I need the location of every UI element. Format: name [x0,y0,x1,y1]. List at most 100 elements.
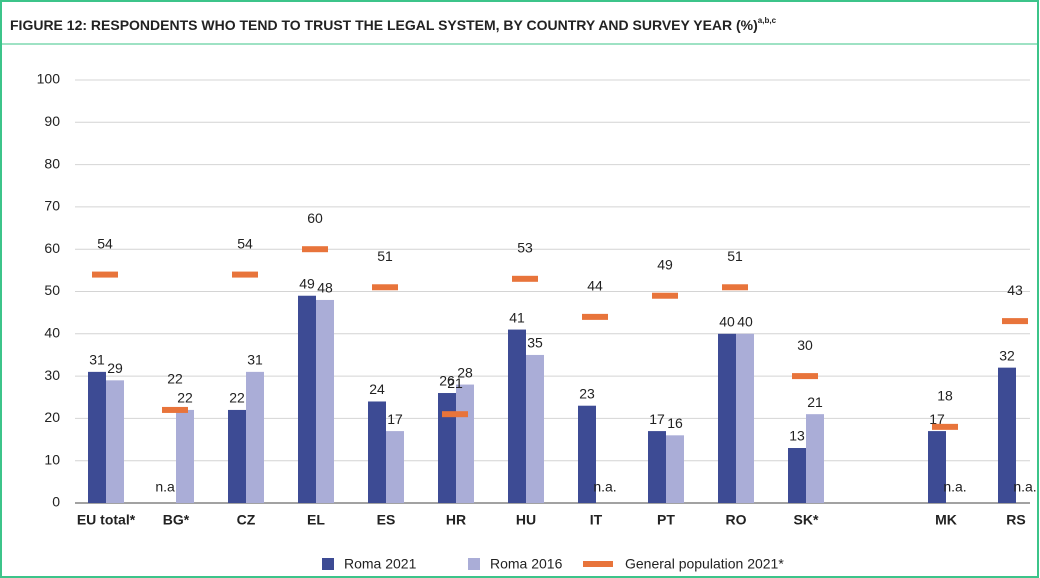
bar [648,431,666,503]
bar [718,333,736,503]
x-tick-label: EL [307,512,325,528]
y-tick-label: 50 [44,282,60,298]
x-tick-label: EU total* [77,512,136,528]
x-tick-label: HU [516,512,536,528]
value-label: 16 [667,415,683,431]
value-label: 17 [387,411,403,427]
legend-label: Roma 2021 [344,556,417,572]
bar [228,409,246,503]
y-tick-label: 20 [44,409,60,425]
value-label: 51 [727,248,743,264]
marker [932,423,958,430]
value-label: 26 [439,373,455,389]
value-label: n.a. [155,479,178,495]
value-label: 54 [237,235,253,251]
value-label: 28 [457,364,473,380]
x-tick-label: RO [726,512,747,528]
value-label: 35 [527,335,543,351]
value-label: 60 [307,210,323,226]
bar [806,414,824,503]
value-label: 29 [107,360,123,376]
value-label: 24 [369,381,385,397]
y-tick-label: 0 [52,494,60,510]
value-label: 22 [177,390,193,406]
value-label: 43 [1007,282,1023,298]
bar [316,299,334,503]
x-tick-label: RS [1006,512,1025,528]
marker [792,373,818,380]
y-tick-label: 100 [37,71,61,87]
value-label: 13 [789,428,805,444]
value-label: 30 [797,337,813,353]
value-label: 49 [299,275,315,291]
x-tick-label: MK [935,512,957,528]
bar [106,380,124,503]
x-tick-label: BG* [163,512,190,528]
x-tick-label: CZ [237,512,256,528]
bar [788,448,806,503]
bar [386,431,404,503]
value-label: 21 [447,375,463,391]
value-label: 40 [737,314,753,330]
value-label: 53 [517,240,533,256]
bar [928,431,946,503]
bar [88,371,106,503]
legend-swatch [322,558,334,570]
value-label: 32 [999,347,1015,363]
bar [736,333,754,503]
title-text: FIGURE 12: RESPONDENTS WHO TEND TO TRUST… [10,17,758,33]
value-label: 23 [579,385,595,401]
value-label: 48 [317,280,333,296]
y-tick-label: 90 [44,113,60,129]
marker [722,284,748,291]
value-label: 22 [229,390,245,406]
y-tick-label: 40 [44,325,60,341]
marker [582,313,608,320]
legend-swatch [583,561,613,567]
value-label: 51 [377,248,393,264]
bar [578,405,596,503]
bar [526,354,544,503]
title-notes: a,b,c [758,16,777,25]
value-label: 21 [807,394,823,410]
y-tick-label: 60 [44,240,60,256]
value-label: 31 [89,352,105,368]
value-label: n.a. [1013,479,1036,495]
bar [176,409,194,503]
bar [438,393,456,503]
bar [998,367,1016,503]
bar [666,435,684,503]
chart-title: FIGURE 12: RESPONDENTS WHO TEND TO TRUST… [10,16,777,33]
value-label: n.a. [943,479,966,495]
value-label: 18 [937,388,953,404]
y-tick-label: 70 [44,198,60,214]
value-label: 40 [719,314,735,330]
marker [372,284,398,291]
legend-label: General population 2021* [625,556,784,572]
x-tick-label: IT [590,512,603,528]
marker [302,246,328,253]
x-tick-label: SK* [794,512,819,528]
bar [246,371,264,503]
marker [92,271,118,278]
legend-label: Roma 2016 [490,556,563,572]
value-label: 31 [247,352,263,368]
value-label: 54 [97,235,113,251]
bar [368,401,386,503]
marker [512,275,538,282]
marker [1002,318,1028,325]
marker [442,411,468,418]
y-tick-label: 30 [44,367,60,383]
legend-swatch [468,558,480,570]
value-label: 17 [649,411,665,427]
value-label: 41 [509,309,525,325]
bar [508,329,526,503]
value-label: 44 [587,278,603,294]
y-tick-label: 80 [44,155,60,171]
value-label: 17 [929,411,945,427]
bar [298,295,316,503]
marker [162,406,188,413]
x-tick-label: HR [446,512,466,528]
